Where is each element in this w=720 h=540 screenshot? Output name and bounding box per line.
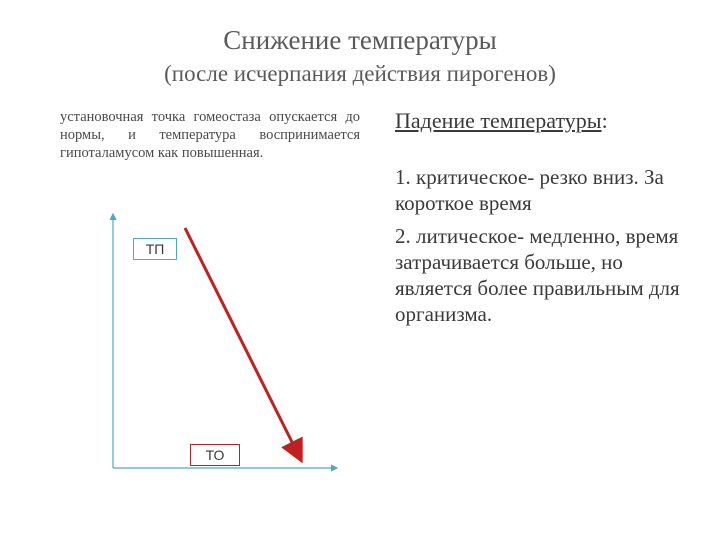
right-column: Падение температуры: 1. критическое- рез… bbox=[395, 108, 690, 334]
title-block: Снижение температуры (после исчерпания д… bbox=[0, 24, 720, 89]
label-tp-text: ТП bbox=[146, 241, 165, 257]
right-heading: Падение температуры: bbox=[395, 108, 690, 134]
label-to: ТО bbox=[190, 444, 240, 466]
right-heading-suffix: : bbox=[602, 108, 608, 133]
right-item-1: 1. критическое- резко вниз. За короткое … bbox=[395, 164, 690, 217]
temperature-line bbox=[185, 228, 300, 458]
right-heading-text: Падение температуры bbox=[395, 108, 602, 133]
page-title: Снижение температуры bbox=[0, 24, 720, 58]
label-tp: ТП bbox=[133, 238, 177, 260]
label-to-text: ТО bbox=[206, 447, 225, 463]
intro-paragraph: установочная точка гомеостаза опускается… bbox=[60, 108, 360, 162]
left-column: установочная точка гомеостаза опускается… bbox=[60, 108, 360, 162]
page-subtitle: (после исчерпания действия пирогенов) bbox=[0, 58, 720, 89]
temperature-chart: ТП ТО bbox=[95, 210, 345, 490]
right-item-2: 2. литическое- медленно, время затрачива… bbox=[395, 223, 690, 328]
